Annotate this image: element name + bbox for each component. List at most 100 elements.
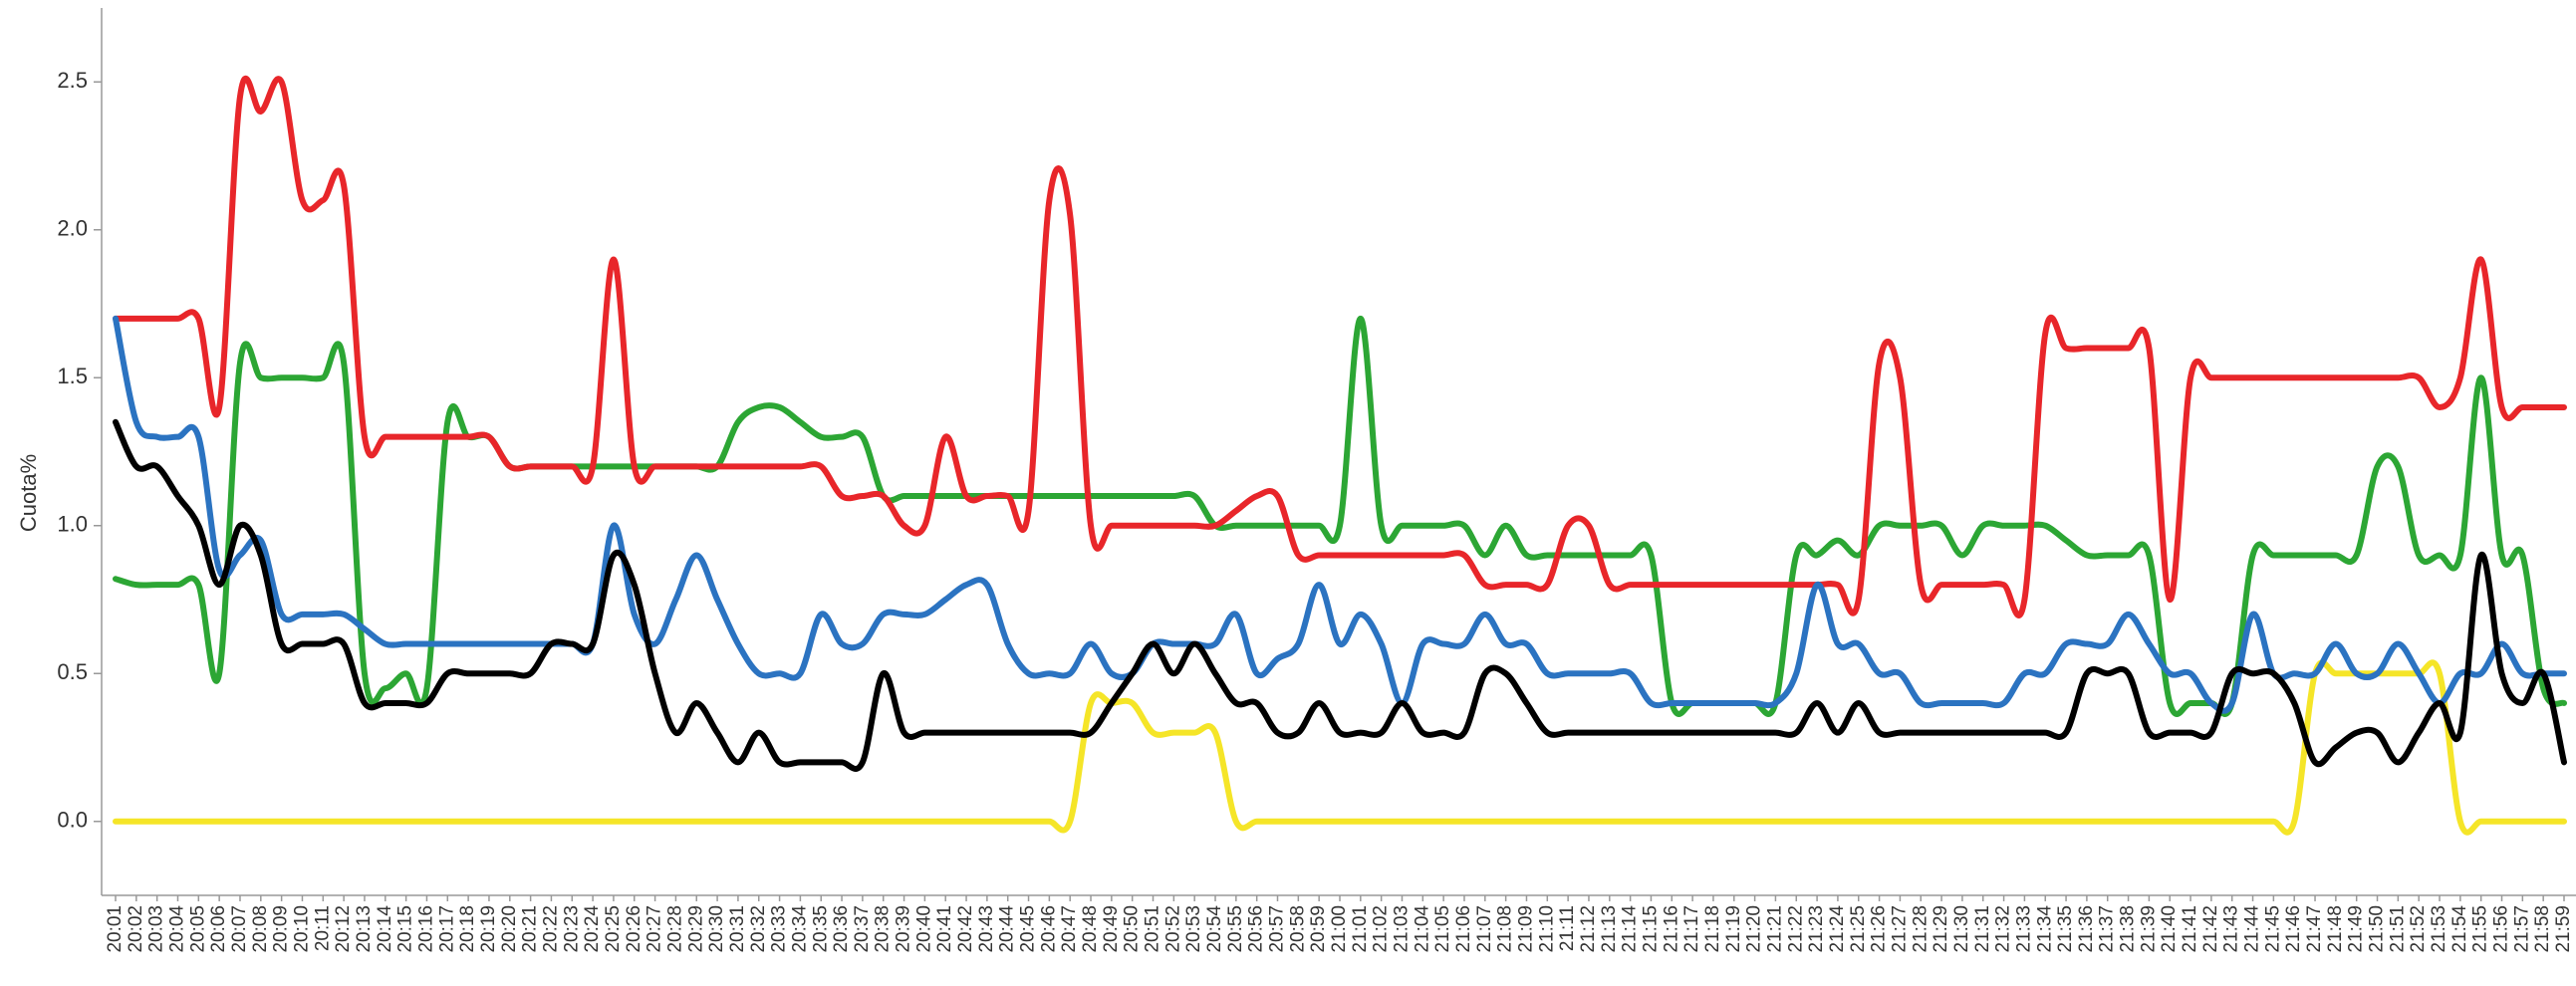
x-tick-label: 20:31 xyxy=(727,905,748,953)
x-tick-label: 20:26 xyxy=(624,905,644,953)
x-tick-label: 21:48 xyxy=(2325,905,2346,953)
y-axis-label: Cuota% xyxy=(16,454,41,532)
y-tick-label: 2.5 xyxy=(57,68,88,93)
x-tick-label: 20:50 xyxy=(1122,905,1143,953)
x-tick-label: 21:02 xyxy=(1371,905,1392,953)
x-tick-label: 20:48 xyxy=(1080,905,1101,953)
series-line xyxy=(113,418,2567,772)
x-tick-label: 20:57 xyxy=(1267,905,1288,953)
x-tick-label: 20:40 xyxy=(913,905,934,953)
x-tick-label: 20:28 xyxy=(664,905,685,953)
x-tick-label: 21:19 xyxy=(1723,905,1744,953)
x-tick-label: 21:44 xyxy=(2242,905,2263,953)
x-tick-label: 21:11 xyxy=(1557,905,1578,951)
x-tick-label: 20:33 xyxy=(769,905,790,953)
x-tick-label: 21:07 xyxy=(1474,905,1495,953)
x-tick-label: 21:34 xyxy=(2034,905,2055,953)
x-tick-label: 20:12 xyxy=(333,905,354,953)
x-tick-label: 21:25 xyxy=(1848,905,1869,953)
x-tick-label: 21:06 xyxy=(1453,905,1474,953)
x-tick-label: 21:36 xyxy=(2076,905,2097,953)
x-tick-label: 21:55 xyxy=(2470,905,2491,953)
x-tick-label: 21:39 xyxy=(2138,905,2159,953)
x-tick-label: 20:16 xyxy=(415,905,436,953)
x-tick-label: 21:59 xyxy=(2553,905,2574,953)
x-tick-label: 20:09 xyxy=(271,905,292,953)
x-tick-label: 21:58 xyxy=(2532,905,2553,953)
x-tick-label: 21:26 xyxy=(1869,905,1890,953)
x-tick-label: 20:42 xyxy=(955,905,976,953)
x-tick-label: 21:18 xyxy=(1702,905,1723,953)
x-tick-label: 21:10 xyxy=(1536,905,1557,953)
x-tick-label: 21:51 xyxy=(2387,905,2408,953)
x-tick-label: 21:42 xyxy=(2200,905,2221,953)
x-tick-label: 21:57 xyxy=(2511,905,2532,953)
x-tick-label: 21:41 xyxy=(2180,905,2200,953)
x-tick-label: 21:13 xyxy=(1599,905,1620,953)
x-tick-label: 21:35 xyxy=(2055,905,2076,953)
x-tick-label: 20:46 xyxy=(1038,905,1059,953)
x-tick-label: 21:22 xyxy=(1785,905,1806,953)
x-tick-label: 20:36 xyxy=(831,905,852,953)
x-tick-label: 20:22 xyxy=(540,905,561,953)
x-tick-label: 20:45 xyxy=(1018,905,1039,953)
x-tick-label: 20:55 xyxy=(1225,905,1246,953)
x-tick-label: 20:25 xyxy=(603,905,624,953)
x-tick-label: 20:01 xyxy=(105,905,126,953)
x-tick-label: 21:33 xyxy=(2013,905,2034,953)
x-tick-label: 20:29 xyxy=(685,905,706,953)
x-tick-label: 20:34 xyxy=(789,905,810,953)
x-tick-label: 21:54 xyxy=(2449,905,2470,953)
x-tick-label: 20:24 xyxy=(582,905,603,953)
x-tick-label: 20:44 xyxy=(997,905,1018,953)
x-tick-label: 21:00 xyxy=(1329,905,1350,953)
x-tick-label: 20:38 xyxy=(873,905,894,953)
x-tick-label: 21:24 xyxy=(1827,905,1848,953)
x-tick-label: 20:27 xyxy=(644,905,665,953)
x-tick-label: 20:41 xyxy=(934,905,955,953)
x-tick-label: 21:03 xyxy=(1392,905,1413,953)
x-tick-label: 20:19 xyxy=(478,905,499,953)
x-tick-label: 21:27 xyxy=(1889,905,1910,953)
x-tick-label: 20:07 xyxy=(229,905,250,953)
x-tick-label: 21:29 xyxy=(1931,905,1951,953)
x-tick-label: 20:10 xyxy=(291,905,312,953)
series-line xyxy=(113,75,2567,618)
series-line xyxy=(113,659,2567,836)
x-tick-label: 21:01 xyxy=(1350,905,1371,953)
y-tick-label: 0.0 xyxy=(57,808,88,833)
x-tick-label: 21:28 xyxy=(1910,905,1931,953)
x-tick-label: 20:35 xyxy=(810,905,831,953)
x-tick-label: 21:14 xyxy=(1620,905,1641,953)
x-tick-label: 20:21 xyxy=(520,905,541,953)
series-line xyxy=(113,315,2567,717)
x-tick-label: 20:23 xyxy=(561,905,582,953)
y-tick-label: 1.0 xyxy=(57,512,88,537)
x-tick-label: 21:37 xyxy=(2097,905,2118,953)
x-tick-label: 20:32 xyxy=(748,905,769,953)
series-line xyxy=(113,315,2567,714)
x-tick-label: 21:40 xyxy=(2159,905,2180,953)
x-tick-label: 21:31 xyxy=(1972,905,1993,953)
x-tick-label: 20:59 xyxy=(1308,905,1329,953)
y-tick-label: 1.5 xyxy=(57,364,88,388)
x-tick-label: 20:43 xyxy=(976,905,997,953)
x-tick-label: 21:53 xyxy=(2429,905,2449,953)
x-tick-label: 21:47 xyxy=(2304,905,2325,953)
x-tick-label: 20:08 xyxy=(250,905,271,953)
x-tick-label: 20:37 xyxy=(852,905,873,953)
x-tick-label: 20:20 xyxy=(499,905,520,953)
x-tick-label: 21:46 xyxy=(2283,905,2304,953)
x-tick-label: 20:56 xyxy=(1246,905,1267,953)
x-tick-label: 20:15 xyxy=(395,905,416,953)
x-tick-label: 20:11 xyxy=(312,905,333,951)
x-tick-label: 21:16 xyxy=(1661,905,1681,953)
x-tick-label: 21:45 xyxy=(2262,905,2283,953)
x-tick-label: 21:15 xyxy=(1640,905,1661,953)
x-tick-label: 20:53 xyxy=(1183,905,1204,953)
x-tick-label: 20:03 xyxy=(146,905,167,953)
x-tick-label: 21:56 xyxy=(2491,905,2512,953)
x-tick-label: 21:04 xyxy=(1412,905,1432,953)
x-tick-label: 20:51 xyxy=(1143,905,1163,953)
